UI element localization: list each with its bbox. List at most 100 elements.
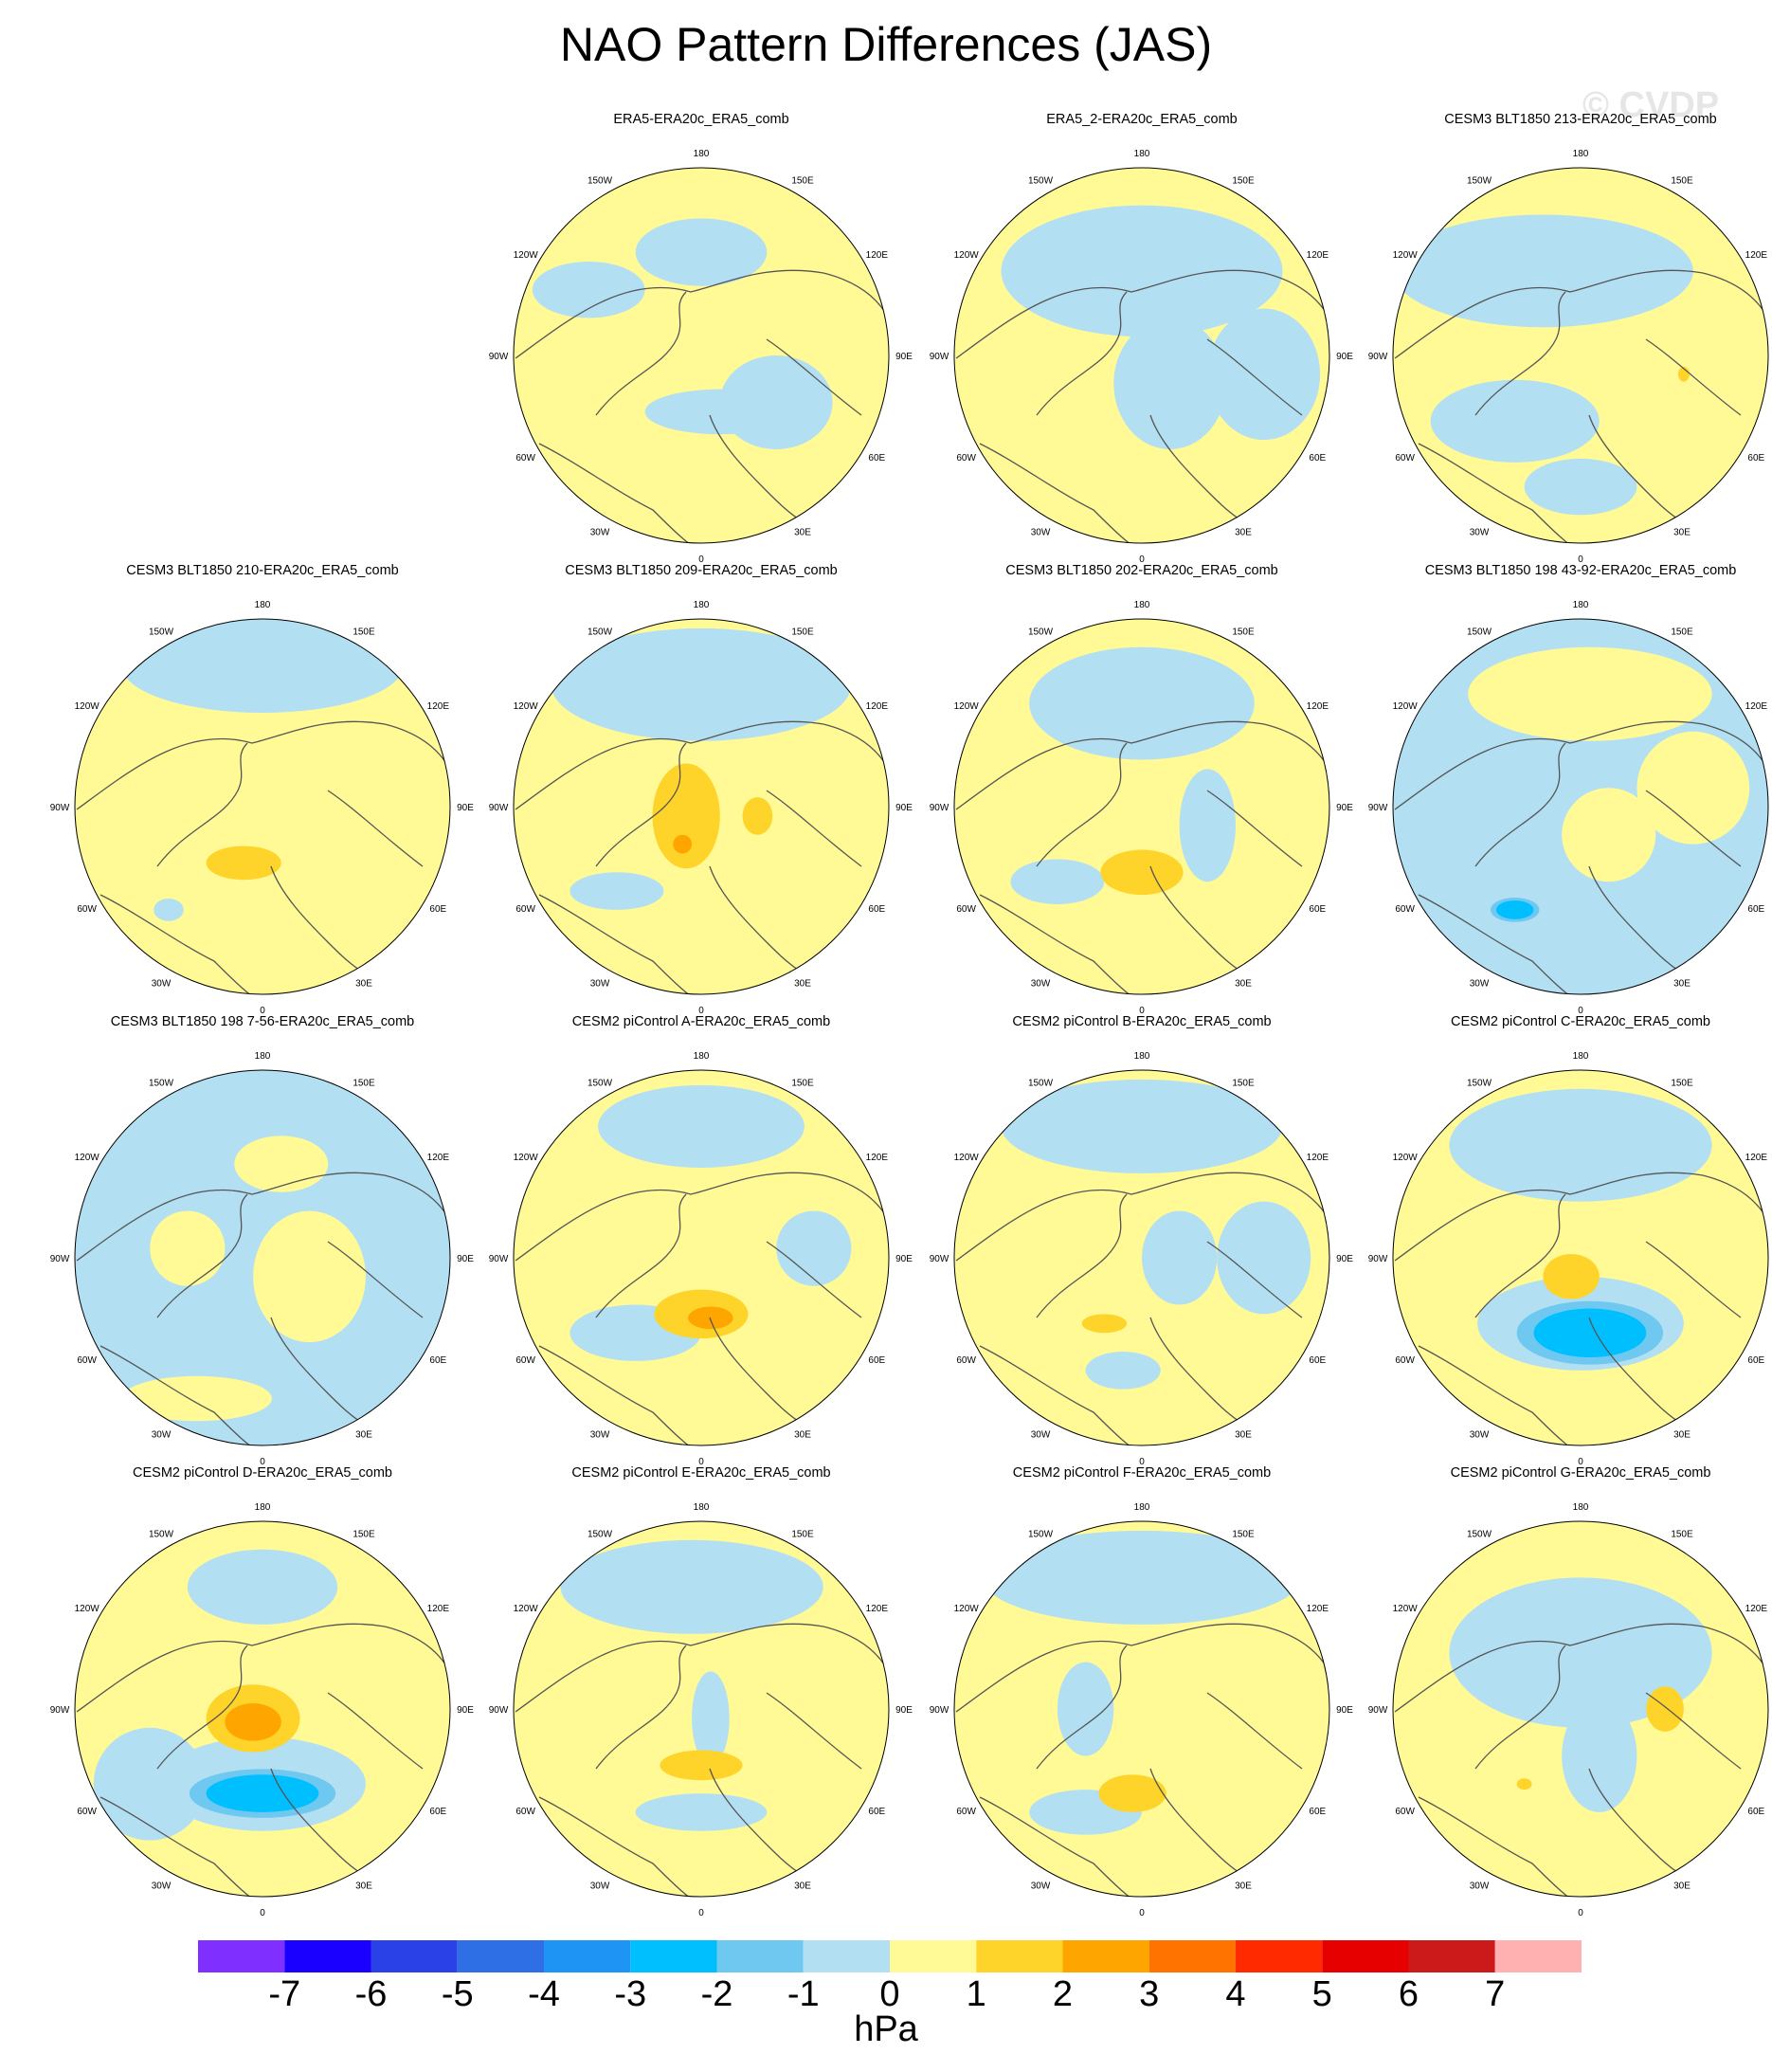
- longitude-label: 90W: [930, 1705, 949, 1716]
- longitude-label: 30W: [590, 1881, 610, 1891]
- map-boundary: [1392, 618, 1769, 995]
- coastline: [979, 1345, 1151, 1445]
- coastline: [766, 338, 862, 416]
- longitude-label: 120E: [427, 1153, 450, 1163]
- colorbar-swatch: [976, 1940, 1063, 1972]
- longitude-label: 60E: [868, 453, 885, 463]
- coastline: [1645, 1241, 1742, 1318]
- longitude-label: 150E: [1671, 1079, 1693, 1089]
- longitude-label: 30E: [1235, 1881, 1252, 1891]
- colorbar-swatch: [803, 1940, 890, 1972]
- longitude-label: 150W: [1467, 176, 1492, 187]
- longitude-label: 90W: [50, 1254, 70, 1264]
- strong-negative-anomaly-patch: [1533, 1308, 1647, 1357]
- coastline: [955, 1172, 1329, 1262]
- map-boundary: [1392, 1520, 1769, 1898]
- longitude-label: 30W: [590, 1429, 610, 1440]
- map-boundary: [953, 1520, 1330, 1898]
- negative-anomaly-patch: [560, 1539, 823, 1634]
- colorbar-tick-label: 4: [1225, 1974, 1246, 2014]
- negative-anomaly-patch: [1142, 1210, 1218, 1305]
- longitude-label: 30W: [1031, 978, 1051, 989]
- longitude-label: 120E: [1307, 1604, 1329, 1614]
- coastline: [1036, 291, 1128, 416]
- coastline: [1418, 443, 1590, 543]
- negative-anomaly-patch: [1010, 859, 1105, 904]
- longitude-label: 120W: [1393, 1604, 1419, 1614]
- longitude-label: 60W: [515, 1355, 535, 1366]
- longitude-label: 120E: [1307, 701, 1329, 712]
- longitude-label: 0: [1139, 1006, 1145, 1016]
- longitude-label: 150E: [353, 1530, 375, 1540]
- longitude-label: 60E: [868, 1355, 885, 1366]
- longitude-label: 30E: [794, 527, 811, 537]
- longitude-label: 90W: [489, 803, 509, 813]
- longitude-label: 90E: [895, 352, 913, 362]
- negative-anomaly-patch: [1001, 1079, 1283, 1173]
- negative-anomaly-patch: [1207, 308, 1321, 441]
- panel-title: CESM2 piControl F-ERA20c_ERA5_comb: [1012, 1465, 1272, 1481]
- negative-anomaly-patch: [121, 619, 404, 713]
- longitude-label: 180: [694, 600, 710, 610]
- map-panel: CESM2 piControl C-ERA20c_ERA5_comb 180 150…: [1362, 1014, 1772, 1467]
- longitude-label: 60E: [1309, 904, 1326, 915]
- longitude-label: 60E: [1747, 453, 1764, 463]
- negative-anomaly-patch: [551, 627, 852, 741]
- negative-anomaly-patch: [1029, 646, 1255, 760]
- longitude-label: 90E: [1336, 803, 1353, 813]
- longitude-label: 120E: [427, 701, 450, 712]
- longitude-label: 60E: [429, 1355, 446, 1366]
- longitude-label: 30E: [1673, 1429, 1691, 1440]
- map-panel: ERA5_2-ERA20c_ERA5_comb 180 150E 120E 90E 60E…: [923, 112, 1361, 565]
- longitude-label: 0: [1578, 554, 1583, 565]
- longitude-label: 90W: [1368, 1254, 1388, 1264]
- map-panel: CESM2 piControl D-ERA20c_ERA5_comb 180 150…: [44, 1465, 481, 1918]
- map-boundary: [953, 1069, 1330, 1446]
- coastline: [1036, 1645, 1128, 1770]
- coastline: [99, 1345, 272, 1445]
- coastline: [515, 1623, 889, 1713]
- colorbar-tick-label: -6: [354, 1974, 388, 2014]
- longitude-label: 120E: [866, 250, 889, 261]
- longitude-label: 0: [260, 1908, 265, 1918]
- longitude-label: 120W: [514, 250, 539, 261]
- longitude-label: 150W: [149, 1079, 174, 1089]
- panel-title: CESM3 BLT1850 213-ERA20c_ERA5_comb: [1444, 112, 1717, 127]
- longitude-label: 0: [698, 554, 704, 565]
- map-boundary: [74, 1069, 451, 1446]
- coastline: [1036, 742, 1128, 867]
- positive-anomaly-patch: [1646, 1686, 1684, 1732]
- panel-title: CESM2 piControl D-ERA20c_ERA5_comb: [133, 1465, 392, 1481]
- longitude-label: 120W: [954, 1604, 980, 1614]
- longitude-label: 90E: [895, 1705, 913, 1716]
- longitude-label: 60E: [868, 1807, 885, 1817]
- longitude-label: 120W: [954, 1153, 980, 1163]
- longitude-label: 90W: [489, 352, 509, 362]
- panel-title: CESM3 BLT1850 210-ERA20c_ERA5_comb: [126, 563, 399, 578]
- panel-title: CESM2 piControl B-ERA20c_ERA5_comb: [1012, 1014, 1272, 1029]
- colorbar-tick-label: 5: [1311, 1974, 1332, 2014]
- longitude-label: 90W: [1368, 803, 1388, 813]
- negative-anomaly-patch: [598, 1084, 805, 1168]
- negative-anomaly-patch: [1562, 1699, 1637, 1812]
- panel-title: ERA5_2-ERA20c_ERA5_comb: [1046, 112, 1238, 127]
- coastline: [979, 443, 1151, 543]
- longitude-label: 150W: [1467, 627, 1492, 638]
- longitude-label: 90W: [1368, 1705, 1388, 1716]
- negative-anomaly-patch: [1001, 205, 1283, 337]
- positive-anomaly-patch: [1468, 646, 1712, 741]
- coastline: [1394, 720, 1768, 810]
- longitude-label: 90W: [489, 1705, 509, 1716]
- coastline: [1418, 1345, 1590, 1445]
- longitude-label: 60E: [1747, 1807, 1764, 1817]
- longitude-label: 150W: [588, 627, 613, 638]
- longitude-label: 150E: [791, 176, 814, 187]
- map-panel: ERA5-ERA20c_ERA5_comb 180 150E 120E 90E 60E 30…: [482, 112, 920, 565]
- positive-anomaly-patch: [1562, 788, 1656, 882]
- coastline: [1418, 1796, 1590, 1897]
- positive-anomaly-patch: [1098, 1774, 1166, 1812]
- longitude-label: 90E: [457, 803, 474, 813]
